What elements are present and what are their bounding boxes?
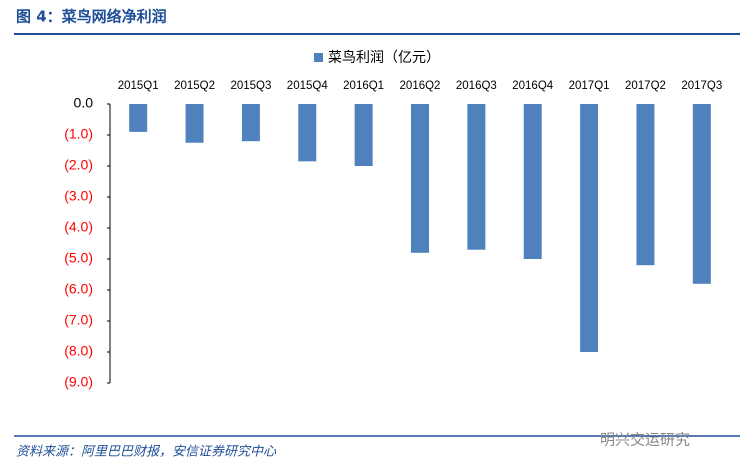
bar — [467, 104, 486, 250]
x-tick-label: 2015Q2 — [174, 80, 215, 92]
legend-label: 菜鸟利润（亿元） — [328, 50, 440, 66]
y-tick-label: (4.0) — [64, 219, 93, 235]
x-tick-label: 2015Q1 — [118, 80, 159, 92]
bar — [129, 104, 148, 132]
bar — [354, 104, 373, 166]
bar — [692, 104, 711, 284]
x-tick-label: 2015Q4 — [287, 80, 329, 92]
x-tick-label: 2017Q1 — [569, 80, 610, 92]
x-tick-label: 2016Q4 — [512, 80, 554, 92]
y-tick-label: 0.0 — [74, 95, 94, 111]
x-tick-label: 2017Q3 — [681, 80, 722, 92]
legend-swatch — [314, 53, 323, 62]
y-tick-label: (7.0) — [64, 312, 93, 328]
y-tick-label: (1.0) — [64, 126, 93, 142]
watermark: 明兴交运研究 — [600, 431, 690, 449]
y-tick-label: (6.0) — [64, 281, 93, 297]
bar — [523, 104, 542, 259]
x-tick-label: 2016Q3 — [456, 80, 497, 92]
x-tick-label: 2015Q3 — [230, 80, 271, 92]
y-tick-label: (5.0) — [64, 250, 93, 266]
y-tick-label: (8.0) — [64, 343, 93, 359]
bar — [580, 104, 599, 352]
y-tick-label: (9.0) — [64, 374, 93, 390]
x-tick-label: 2016Q2 — [400, 80, 441, 92]
bar — [185, 104, 204, 143]
y-tick-label: (2.0) — [64, 157, 93, 173]
chart-title: 图 4：菜鸟网络净利润 — [16, 8, 167, 26]
source-note: 资料来源：阿里巴巴财报，安信证券研究中心 — [16, 444, 277, 460]
y-tick-label: (3.0) — [64, 188, 93, 204]
x-tick-label: 2016Q1 — [343, 80, 384, 92]
bar — [241, 104, 260, 142]
x-tick-label: 2017Q2 — [625, 80, 666, 92]
bar — [298, 104, 317, 162]
bar — [411, 104, 429, 253]
bar — [636, 104, 655, 266]
